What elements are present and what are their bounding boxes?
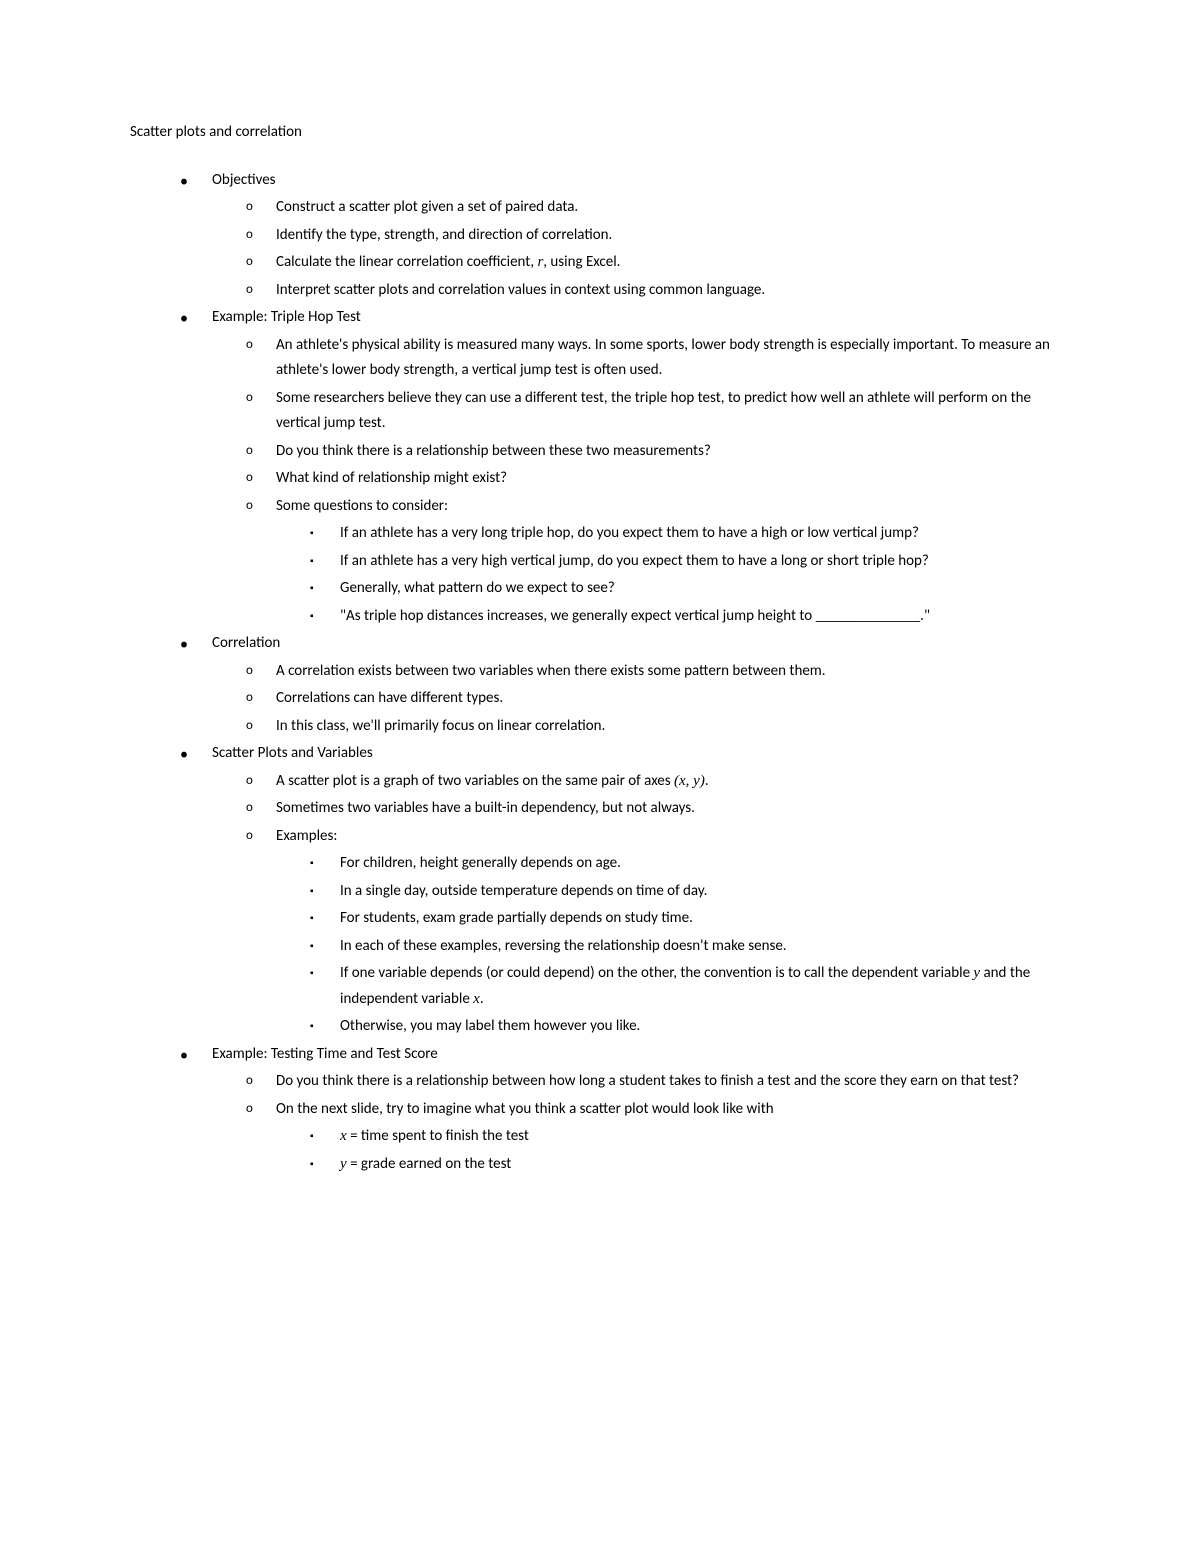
sub-sub-list: For children, height generally depends o… (276, 851, 1070, 1040)
text-segment: . (480, 990, 484, 1008)
math-y-var: y (340, 1156, 347, 1172)
list-item: Generally, what pattern do we expect to … (310, 576, 1070, 602)
list-item: If one variable depends (or could depend… (310, 961, 1070, 1012)
list-item: If an athlete has a very high vertical j… (310, 549, 1070, 575)
section-heading: Example: Testing Time and Test Score (212, 1045, 438, 1063)
list-item: Construct a scatter plot given a set of … (246, 195, 1070, 221)
list-item: In each of these examples, reversing the… (310, 934, 1070, 960)
text-segment: = grade earned on the test (347, 1155, 512, 1173)
sub-list: Do you think there is a relationship bet… (212, 1069, 1070, 1177)
list-item: Correlations can have different types. (246, 686, 1070, 712)
math-x-var: x (340, 1128, 347, 1144)
list-item: Identify the type, strength, and directi… (246, 223, 1070, 249)
list-item: "As triple hop distances increases, we g… (310, 604, 1070, 630)
math-r: r (537, 254, 543, 270)
math-xy: (x, y) (674, 773, 705, 789)
math-x: x (473, 991, 480, 1007)
text-segment: If one variable depends (or could depend… (340, 964, 973, 982)
list-item: For students, exam grade partially depen… (310, 906, 1070, 932)
text-segment: Examples: (276, 827, 337, 845)
section-objectives: Objectives Construct a scatter plot give… (180, 168, 1070, 304)
text-segment: On the next slide, try to imagine what y… (276, 1100, 774, 1118)
section-example-triple-hop: Example: Triple Hop Test An athlete's ph… (180, 305, 1070, 629)
list-item: Some questions to consider: If an athlet… (246, 494, 1070, 630)
list-item: x = time spent to finish the test (310, 1124, 1070, 1150)
list-item: Calculate the linear correlation coeffic… (246, 250, 1070, 276)
section-example-testing-time: Example: Testing Time and Test Score Do … (180, 1042, 1070, 1178)
list-item: What kind of relationship might exist? (246, 466, 1070, 492)
text-segment: Some questions to consider: (276, 497, 448, 515)
list-item: In a single day, outside temperature dep… (310, 879, 1070, 905)
list-item: Interpret scatter plots and correlation … (246, 278, 1070, 304)
section-correlation: Correlation A correlation exists between… (180, 631, 1070, 739)
text-segment: . (705, 772, 709, 790)
list-item: A scatter plot is a graph of two variabl… (246, 769, 1070, 795)
text-segment: A scatter plot is a graph of two variabl… (276, 772, 674, 790)
section-heading: Objectives (212, 171, 276, 189)
sub-sub-list: x = time spent to finish the test y = gr… (276, 1124, 1070, 1177)
list-item: Examples: For children, height generally… (246, 824, 1070, 1040)
list-item: Sometimes two variables have a built-in … (246, 796, 1070, 822)
text-segment: = time spent to finish the test (347, 1127, 529, 1145)
section-heading: Correlation (212, 634, 280, 652)
list-item: Do you think there is a relationship bet… (246, 1069, 1070, 1095)
list-item: A correlation exists between two variabl… (246, 659, 1070, 685)
outline-list: Objectives Construct a scatter plot give… (130, 168, 1070, 1178)
section-scatter-plots-variables: Scatter Plots and Variables A scatter pl… (180, 741, 1070, 1040)
list-item: Otherwise, you may label them however yo… (310, 1014, 1070, 1040)
list-item: If an athlete has a very long triple hop… (310, 521, 1070, 547)
list-item: For children, height generally depends o… (310, 851, 1070, 877)
sub-list: A scatter plot is a graph of two variabl… (212, 769, 1070, 1040)
sub-list: A correlation exists between two variabl… (212, 659, 1070, 740)
text-segment: Calculate the linear correlation coeffic… (276, 253, 620, 271)
list-item: Do you think there is a relationship bet… (246, 439, 1070, 465)
sub-list: Construct a scatter plot given a set of … (212, 195, 1070, 303)
list-item: Some researchers believe they can use a … (246, 386, 1070, 437)
sub-list: An athlete's physical ability is measure… (212, 333, 1070, 630)
sub-sub-list: If an athlete has a very long triple hop… (276, 521, 1070, 629)
list-item: In this class, we'll primarily focus on … (246, 714, 1070, 740)
section-heading: Example: Triple Hop Test (212, 308, 361, 326)
list-item: An athlete's physical ability is measure… (246, 333, 1070, 384)
document-title: Scatter plots and correlation (130, 120, 1070, 146)
section-heading: Scatter Plots and Variables (212, 744, 373, 762)
list-item: y = grade earned on the test (310, 1152, 1070, 1178)
list-item: On the next slide, try to imagine what y… (246, 1097, 1070, 1178)
